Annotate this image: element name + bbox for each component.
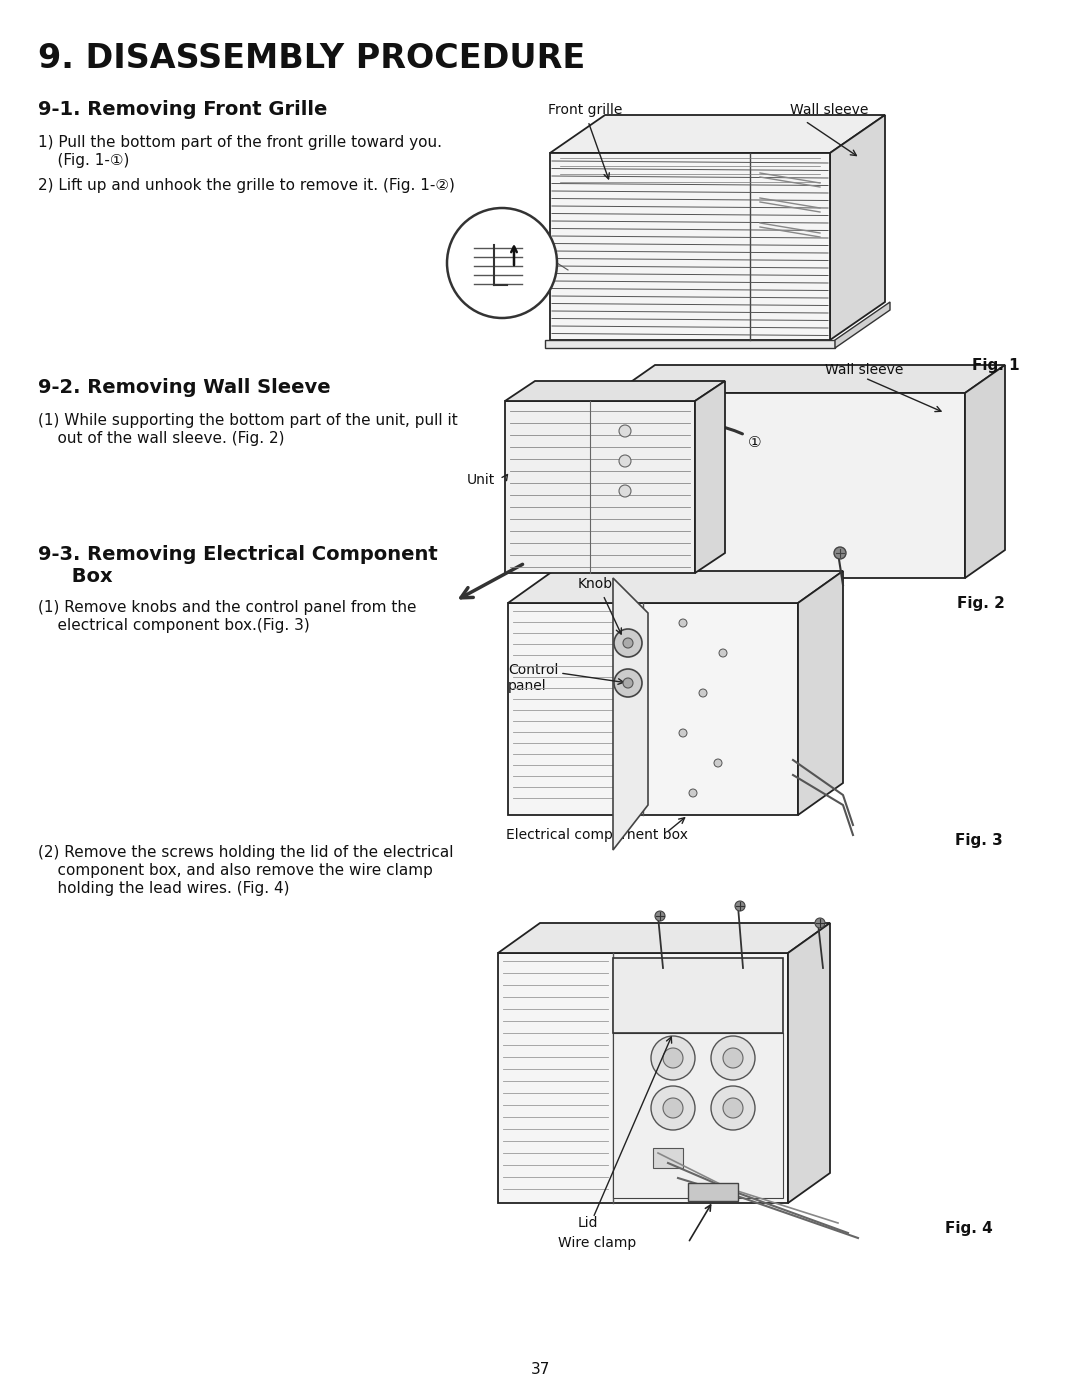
Text: holding the lead wires. (Fig. 4): holding the lead wires. (Fig. 4) — [38, 882, 289, 895]
Circle shape — [815, 918, 825, 928]
Polygon shape — [788, 923, 831, 1203]
Circle shape — [651, 1085, 696, 1130]
Polygon shape — [613, 1032, 783, 1199]
Text: Lid: Lid — [578, 1215, 598, 1229]
Polygon shape — [498, 953, 788, 1203]
Polygon shape — [613, 578, 648, 849]
Polygon shape — [966, 365, 1005, 578]
Polygon shape — [545, 339, 835, 348]
Text: Fig. 3: Fig. 3 — [955, 833, 1003, 848]
Text: Fig. 2: Fig. 2 — [957, 597, 1005, 610]
Circle shape — [619, 455, 631, 467]
Text: Wall sleeve: Wall sleeve — [825, 363, 903, 377]
Text: 9. DISASSEMBLY PROCEDURE: 9. DISASSEMBLY PROCEDURE — [38, 42, 585, 75]
Text: (2) Remove the screws holding the lid of the electrical: (2) Remove the screws holding the lid of… — [38, 845, 454, 861]
Bar — [653, 1148, 683, 1168]
Polygon shape — [505, 401, 696, 573]
Text: ①: ① — [748, 434, 761, 450]
Text: Fig. 4: Fig. 4 — [945, 1221, 993, 1236]
Circle shape — [663, 1048, 683, 1067]
Circle shape — [651, 1037, 696, 1080]
Text: Unit: Unit — [467, 474, 496, 488]
Text: (Fig. 1-①): (Fig. 1-①) — [38, 154, 130, 168]
Text: 9-3. Removing Electrical Component: 9-3. Removing Electrical Component — [38, 545, 437, 564]
Circle shape — [679, 619, 687, 627]
Circle shape — [615, 629, 642, 657]
Polygon shape — [696, 381, 725, 573]
Text: 1) Pull the bottom part of the front grille toward you.: 1) Pull the bottom part of the front gri… — [38, 136, 442, 149]
Text: 37: 37 — [530, 1362, 550, 1377]
Circle shape — [619, 485, 631, 497]
Text: component box, and also remove the wire clamp: component box, and also remove the wire … — [38, 863, 433, 877]
Circle shape — [679, 729, 687, 738]
Circle shape — [714, 759, 723, 767]
Text: Electrical compornent box: Electrical compornent box — [507, 828, 688, 842]
Circle shape — [623, 638, 633, 648]
Polygon shape — [505, 381, 725, 401]
Polygon shape — [615, 365, 1005, 393]
Polygon shape — [613, 958, 783, 1032]
Circle shape — [711, 1037, 755, 1080]
Text: Wall sleeve: Wall sleeve — [789, 103, 868, 117]
Polygon shape — [508, 571, 843, 604]
Text: Fig. 1: Fig. 1 — [972, 358, 1020, 373]
Text: electrical component box.(Fig. 3): electrical component box.(Fig. 3) — [38, 617, 310, 633]
Circle shape — [711, 1085, 755, 1130]
Circle shape — [615, 669, 642, 697]
Circle shape — [663, 1098, 683, 1118]
Text: 9-2. Removing Wall Sleeve: 9-2. Removing Wall Sleeve — [38, 379, 330, 397]
Circle shape — [834, 548, 846, 559]
Text: (1) While supporting the bottom part of the unit, pull it: (1) While supporting the bottom part of … — [38, 414, 458, 427]
Polygon shape — [550, 154, 831, 339]
Circle shape — [723, 1098, 743, 1118]
Circle shape — [723, 1048, 743, 1067]
Bar — [688, 1183, 738, 1201]
Polygon shape — [835, 302, 890, 348]
Text: out of the wall sleeve. (Fig. 2): out of the wall sleeve. (Fig. 2) — [38, 432, 284, 446]
Polygon shape — [498, 923, 831, 953]
Text: 9-1. Removing Front Grille: 9-1. Removing Front Grille — [38, 101, 327, 119]
Text: Control
panel: Control panel — [508, 664, 558, 693]
Text: (1) Remove knobs and the control panel from the: (1) Remove knobs and the control panel f… — [38, 599, 417, 615]
Text: Wire clamp: Wire clamp — [558, 1236, 636, 1250]
Text: Box: Box — [38, 567, 112, 585]
Text: 2) Lift up and unhook the grille to remove it. (Fig. 1-②): 2) Lift up and unhook the grille to remo… — [38, 177, 455, 193]
Circle shape — [619, 425, 631, 437]
Text: ②: ② — [566, 441, 580, 455]
Circle shape — [689, 789, 697, 798]
Circle shape — [654, 911, 665, 921]
Polygon shape — [615, 393, 966, 578]
Polygon shape — [831, 115, 885, 339]
Polygon shape — [508, 604, 798, 814]
Text: Knob: Knob — [578, 577, 613, 591]
Circle shape — [735, 901, 745, 911]
Text: Front grille: Front grille — [548, 103, 622, 117]
Circle shape — [719, 650, 727, 657]
Circle shape — [699, 689, 707, 697]
Circle shape — [623, 678, 633, 687]
Polygon shape — [550, 115, 885, 154]
Polygon shape — [798, 571, 843, 814]
Circle shape — [447, 208, 557, 319]
